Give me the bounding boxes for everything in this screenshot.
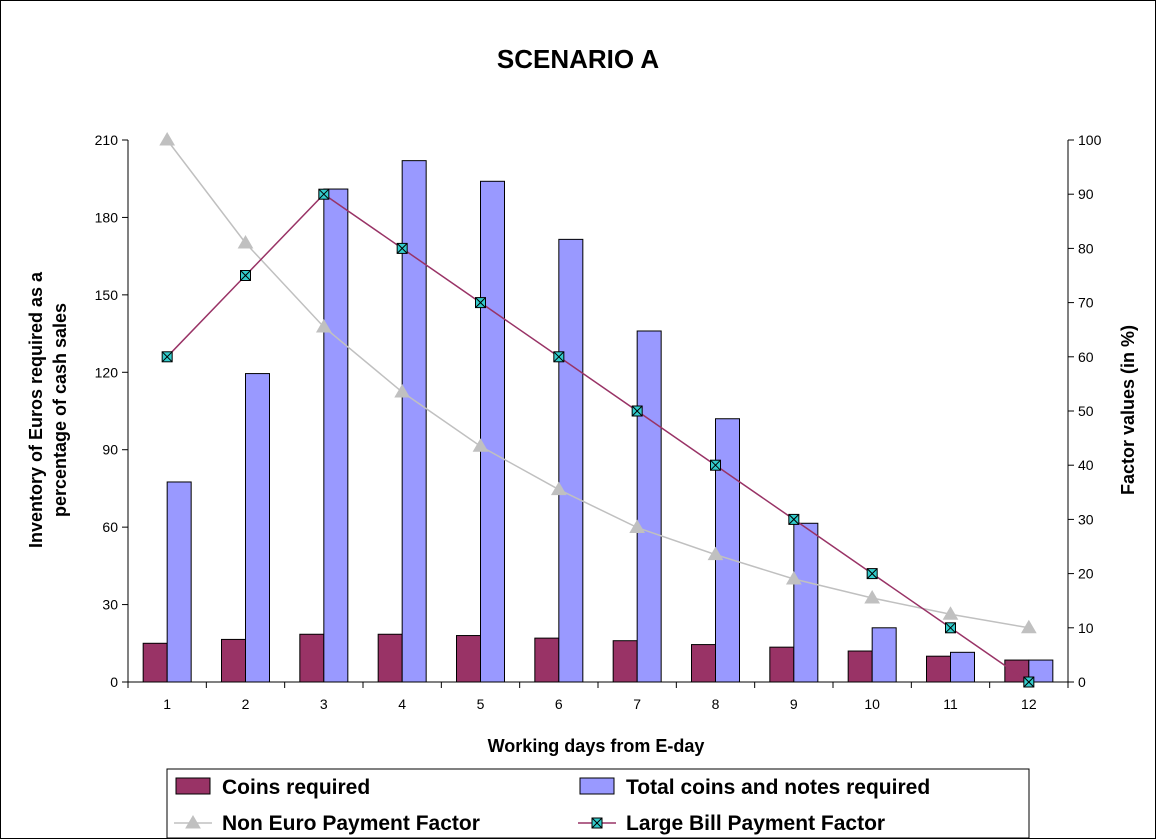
point-largebill-12 — [1023, 676, 1035, 688]
bar-total-5 — [480, 180, 505, 683]
point-largebill-4 — [396, 242, 408, 254]
bar-total-3 — [323, 188, 349, 683]
y-tick-label-120: 120 — [95, 364, 119, 380]
x-tick-label-11: 11 — [943, 696, 958, 712]
point-noneuro-6 — [550, 481, 567, 496]
bar-total-9 — [793, 522, 819, 683]
y-axis-title-line2: percentage of cash sales — [50, 303, 70, 517]
point-largebill-5 — [475, 297, 486, 309]
point-noneuro-5 — [472, 438, 489, 452]
bar-coins-6 — [534, 637, 560, 683]
axes-layer: 0306090120150180210010203040506070809010… — [95, 132, 1102, 712]
bar-total-2 — [245, 373, 270, 683]
bar-total-7 — [636, 330, 662, 683]
y2-tick-label-60: 60 — [1078, 349, 1094, 365]
x-tick-label-5: 5 — [477, 696, 485, 712]
bar-coins-2 — [221, 638, 246, 683]
point-noneuro-12 — [1020, 619, 1037, 634]
y2-axis-title: Factor values (in %) — [1118, 325, 1138, 495]
bar-total-6 — [558, 238, 584, 683]
legend-label-coins: Coins required — [222, 776, 370, 799]
legend-label-total: Total coins and notes required — [626, 776, 930, 799]
line-noneuro — [166, 139, 1029, 629]
y2-tick-label-70: 70 — [1078, 295, 1094, 311]
point-largebill-6 — [553, 351, 565, 363]
point-largebill-8 — [710, 459, 721, 471]
point-noneuro-10 — [864, 589, 881, 604]
legend: Coins required Total coins and notes req… — [166, 768, 1030, 839]
y2-tick-label-40: 40 — [1078, 457, 1094, 473]
point-noneuro-2 — [237, 234, 254, 249]
chart-title: SCENARIO A — [497, 44, 659, 74]
y-tick-label-90: 90 — [102, 442, 118, 458]
x-tick-label-6: 6 — [555, 696, 563, 712]
point-largebill-9 — [788, 513, 800, 525]
legend-swatch-total — [579, 777, 615, 795]
x-tick-label-10: 10 — [864, 696, 880, 712]
legend-label-largebill: Large Bill Payment Factor — [626, 812, 885, 835]
y2-tick-label-90: 90 — [1078, 186, 1094, 202]
bar-total-1 — [166, 481, 192, 683]
bar-coins-10 — [847, 650, 873, 683]
point-noneuro-8 — [707, 546, 724, 561]
legend-label-noneuro: Non Euro Payment Factor — [222, 812, 480, 835]
y-axis-title-line1: Inventory of Euros required as a — [26, 271, 46, 548]
x-tick-label-3: 3 — [320, 696, 328, 712]
point-largebill-7 — [631, 405, 643, 417]
point-noneuro-1 — [159, 132, 176, 146]
y2-tick-label-50: 50 — [1078, 403, 1094, 419]
bar-coins-4 — [377, 633, 403, 683]
point-largebill-10 — [866, 568, 878, 580]
x-tick-label-4: 4 — [398, 696, 406, 712]
y-tick-label-60: 60 — [102, 519, 118, 535]
point-noneuro-9 — [785, 571, 802, 585]
bar-total-4 — [401, 160, 427, 683]
y2-tick-label-30: 30 — [1078, 511, 1094, 527]
bar-coins-3 — [299, 633, 325, 683]
point-noneuro-7 — [629, 519, 646, 534]
lines-layer — [159, 132, 1037, 688]
legend-swatch-coins — [175, 777, 211, 795]
bar-total-8 — [715, 418, 740, 683]
x-tick-label-7: 7 — [633, 696, 641, 712]
bar-coins-9 — [769, 646, 795, 683]
bar-coins-1 — [142, 642, 168, 683]
line-largebill — [166, 193, 1030, 683]
y2-tick-label-10: 10 — [1078, 620, 1094, 636]
y-tick-label-180: 180 — [95, 209, 119, 225]
point-largebill-3 — [318, 188, 330, 200]
y-tick-label-210: 210 — [95, 132, 119, 148]
point-noneuro-11 — [942, 606, 959, 620]
x-tick-label-9: 9 — [790, 696, 798, 712]
y2-tick-label-80: 80 — [1078, 240, 1094, 256]
bar-total-11 — [950, 651, 975, 683]
y2-tick-label-20: 20 — [1078, 566, 1094, 582]
x-tick-label-12: 12 — [1021, 696, 1037, 712]
point-largebill-2 — [240, 270, 251, 281]
y2-tick-label-100: 100 — [1078, 132, 1102, 148]
bar-coins-7 — [612, 640, 638, 683]
y-tick-label-30: 30 — [102, 597, 118, 613]
point-noneuro-3 — [315, 318, 332, 333]
x-tick-label-8: 8 — [712, 696, 720, 712]
y-tick-label-0: 0 — [110, 674, 118, 690]
x-axis-title: Working days from E-day — [488, 736, 705, 756]
legend-marker-noneuro — [185, 815, 201, 829]
x-tick-label-2: 2 — [242, 696, 250, 712]
bar-total-10 — [871, 627, 897, 683]
bar-coins-8 — [691, 644, 716, 683]
bar-coins-5 — [456, 635, 481, 683]
legend-marker-largebill — [591, 817, 603, 829]
point-noneuro-4 — [394, 384, 411, 398]
point-largebill-1 — [161, 351, 173, 363]
y2-tick-label-0: 0 — [1078, 674, 1086, 690]
bar-coins-11 — [926, 655, 951, 683]
point-largebill-11 — [945, 622, 956, 634]
x-tick-label-1: 1 — [163, 696, 171, 712]
y-tick-label-150: 150 — [95, 287, 119, 303]
